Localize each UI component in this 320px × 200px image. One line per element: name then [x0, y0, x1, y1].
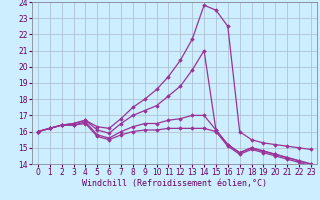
X-axis label: Windchill (Refroidissement éolien,°C): Windchill (Refroidissement éolien,°C)	[82, 179, 267, 188]
